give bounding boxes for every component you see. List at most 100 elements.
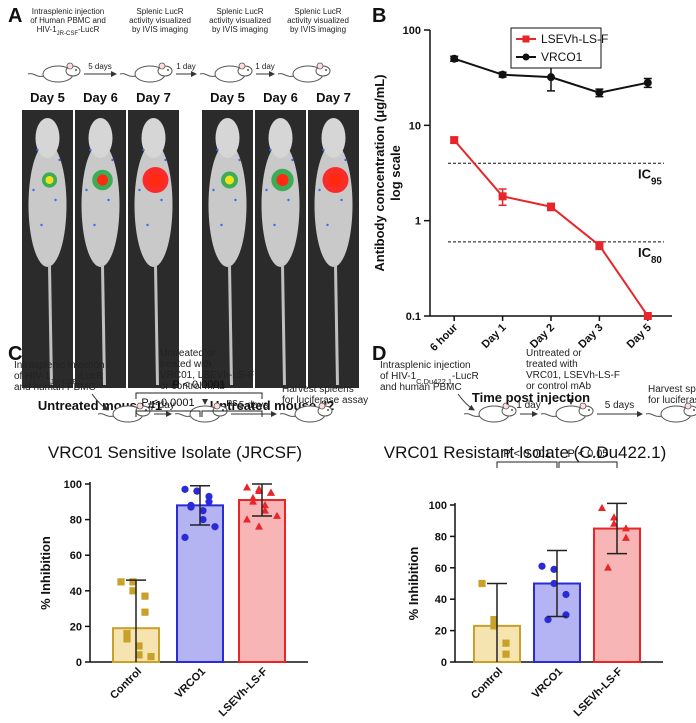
text-part: IC	[638, 245, 652, 260]
day-label: Day 6	[83, 90, 118, 105]
marker	[544, 616, 552, 624]
signal-dot	[85, 188, 88, 192]
arrow-label: 1 day	[150, 400, 174, 411]
schema-text: and human PBMC	[380, 382, 462, 393]
marker	[450, 54, 459, 63]
mouse-tail	[48, 264, 53, 386]
y-axis-title: % Inhibition	[38, 536, 53, 610]
signal-dot	[164, 158, 167, 162]
marker	[547, 202, 555, 211]
day-label: Day 5	[30, 90, 65, 105]
marker	[181, 533, 189, 542]
schema-text: VRC01, LSEVh-LS-F	[526, 370, 620, 381]
signal-dot	[220, 223, 223, 227]
significance-bracket	[135, 392, 263, 399]
y-tick-label: 100	[64, 479, 82, 491]
reference-label: IC80	[638, 245, 662, 266]
signal-dot	[32, 188, 35, 192]
significance-bracket	[496, 461, 558, 468]
signal-dot	[322, 148, 325, 152]
arrow	[457, 393, 475, 411]
marker	[478, 579, 486, 588]
marker	[595, 241, 604, 250]
y-tick-label: 0	[76, 657, 82, 669]
mouse-tail	[463, 413, 481, 417]
y-tick-label: 80	[435, 531, 447, 543]
schema-text: for luciferase assay	[648, 395, 696, 406]
y-axis-title: % Inhibition	[406, 547, 421, 621]
marker	[147, 653, 155, 661]
y-tick-label: 80	[70, 515, 82, 527]
marker	[498, 192, 507, 201]
mouse-tail	[119, 73, 137, 77]
y-tick-label: 0	[441, 657, 447, 669]
signal-dot	[287, 198, 290, 202]
mouse-tail	[279, 413, 297, 417]
mouse-tail	[27, 73, 45, 77]
schema-text: Splenic LucR	[294, 7, 341, 16]
x-tick-label: 6 hour	[428, 321, 461, 354]
mouse-ear	[579, 402, 587, 410]
y-tick-label: 100	[403, 25, 421, 37]
signal-dot	[340, 198, 343, 202]
mouse-head	[215, 118, 240, 158]
mouse-body	[81, 143, 120, 267]
text-part: Untreated or	[526, 348, 582, 359]
x-tick-label: VRCO1	[530, 666, 565, 701]
mouse-tail	[277, 73, 295, 77]
text-part: Harvest spleens	[648, 384, 696, 395]
panel-label: C	[8, 343, 22, 365]
mouse-icon	[199, 62, 253, 83]
x-tick-label: Day 2	[528, 322, 557, 351]
schema-text: by IVIS imaging	[132, 25, 188, 34]
marker	[550, 579, 558, 588]
signal-dot	[234, 198, 237, 202]
mouse-eye	[145, 409, 147, 411]
schema-text: of HIV-1C.Du422.1-LucR	[380, 371, 479, 386]
schema-text: or control mAb	[526, 381, 591, 392]
panel-label: A	[8, 5, 22, 27]
y-tick-label: 10	[409, 120, 421, 132]
significance-label: P < 0.0001	[141, 397, 194, 409]
x-tick-label: LSEVh-LS-F	[572, 665, 626, 719]
significance-bracket	[558, 461, 618, 468]
mouse-tail	[199, 73, 217, 77]
marker	[502, 650, 510, 658]
signal-dot	[146, 223, 149, 227]
signal-dot	[216, 148, 219, 152]
marker	[273, 511, 281, 519]
schema-text: activity visualized	[209, 16, 271, 25]
signal-dot	[269, 148, 272, 152]
error-bar	[547, 549, 567, 618]
x-tick-label: Day 1	[479, 322, 508, 351]
y-tick-label: 20	[70, 621, 82, 633]
marker	[249, 497, 257, 505]
mouse-body	[261, 143, 300, 267]
y-tick-label: 60	[70, 550, 82, 562]
mouse-icon	[463, 402, 517, 423]
y-tick-label: 40	[70, 586, 82, 598]
text-part: of Human PBMC and	[30, 16, 106, 25]
mouse-head	[268, 118, 293, 158]
subscript: C.Du422.1	[416, 377, 452, 386]
x-tick-label: Day 3	[576, 322, 605, 351]
text-part: for luciferase assay	[282, 395, 368, 406]
text-part: by IVIS imaging	[290, 25, 346, 34]
mouse-eye	[693, 409, 695, 411]
marker	[622, 533, 630, 541]
text-part: IC	[638, 166, 652, 181]
schema-text: VRC01, LSEVh-LS-F	[160, 370, 254, 381]
schema-text: Intrasplenic injection	[32, 7, 104, 16]
mouse-ear	[66, 62, 74, 70]
marker	[129, 578, 137, 586]
marker	[199, 516, 207, 524]
day-label: Day 7	[136, 90, 171, 105]
signal	[225, 175, 234, 185]
marker	[498, 70, 507, 79]
marker	[610, 519, 618, 527]
text-part: activity visualized	[129, 16, 191, 25]
signal-dot	[318, 188, 321, 192]
mouse-icon	[27, 62, 81, 83]
x-tick-label: Day 5	[625, 322, 654, 351]
text-part: Intrasplenic injection	[32, 7, 104, 16]
